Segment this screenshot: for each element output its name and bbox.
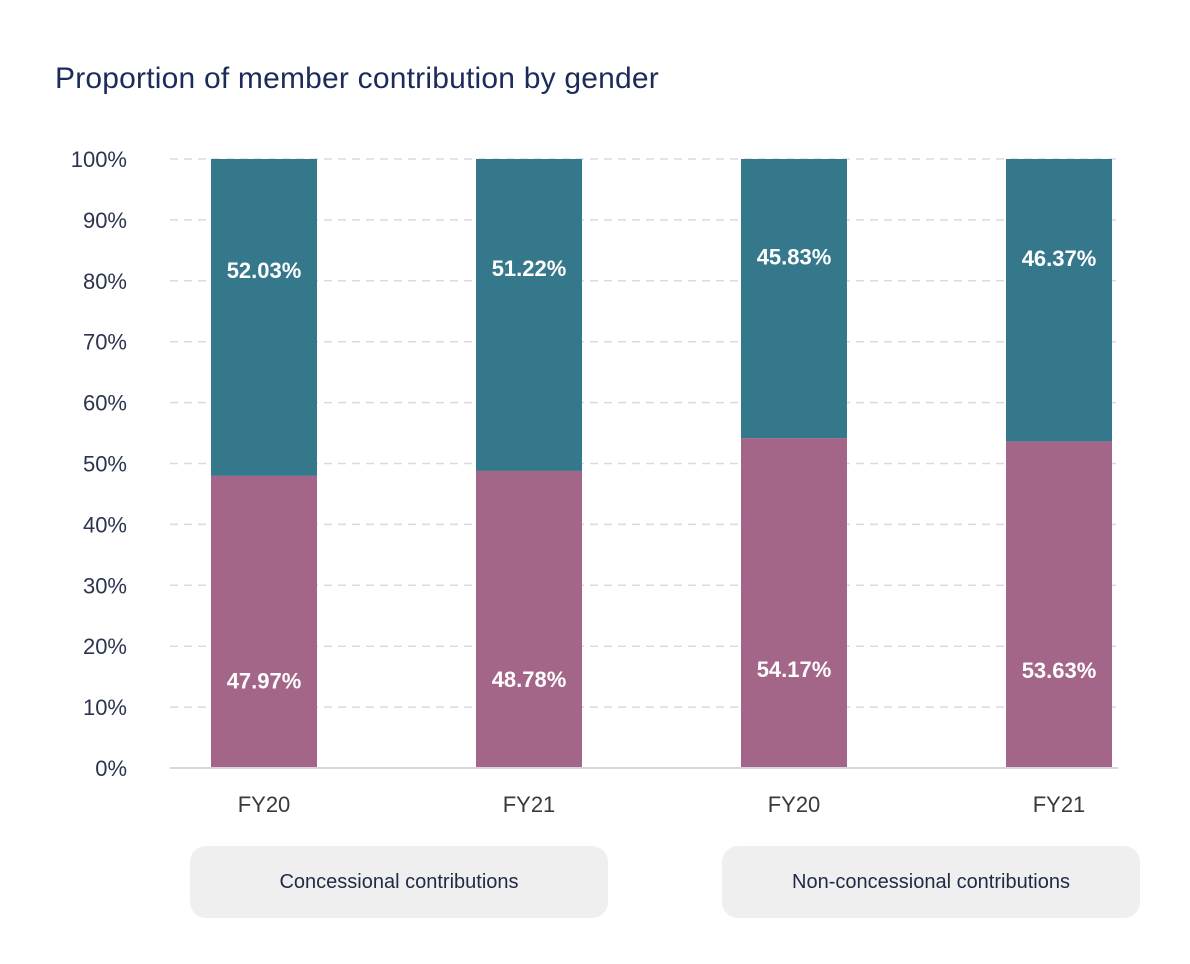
- x-tick-label: FY21: [1033, 792, 1086, 817]
- bar-segment-top: [211, 159, 317, 476]
- x-tick-label: FY20: [238, 792, 291, 817]
- y-tick-label: 10%: [83, 695, 127, 720]
- data-label: 53.63%: [1022, 658, 1097, 683]
- data-label: 48.78%: [492, 667, 567, 692]
- y-tick-label: 70%: [83, 330, 127, 355]
- bar-segment-bottom: [741, 438, 847, 768]
- y-tick-label: 30%: [83, 573, 127, 598]
- bar-segment-bottom: [211, 475, 317, 768]
- group-label-concessional: Concessional contributions: [190, 846, 608, 918]
- x-tick-label: FY21: [503, 792, 556, 817]
- bar-segment-bottom: [1006, 441, 1112, 768]
- y-tick-label: 40%: [83, 512, 127, 537]
- x-tick-label: FY20: [768, 792, 821, 817]
- y-tick-label: 50%: [83, 452, 127, 477]
- y-tick-label: 0%: [95, 756, 127, 781]
- y-tick-label: 80%: [83, 269, 127, 294]
- group-label-non-concessional: Non-concessional contributions: [722, 846, 1140, 918]
- data-label: 54.17%: [757, 657, 832, 682]
- data-label: 51.22%: [492, 256, 567, 281]
- bar-segment-bottom: [476, 470, 582, 768]
- chart-title: Proportion of member contribution by gen…: [55, 62, 659, 95]
- y-tick-label: 60%: [83, 391, 127, 416]
- y-tick-label: 90%: [83, 208, 127, 233]
- data-label: 52.03%: [227, 258, 302, 283]
- bar-segment-top: [741, 159, 847, 439]
- y-tick-label: 20%: [83, 634, 127, 659]
- data-label: 47.97%: [227, 668, 302, 693]
- bar-segment-top: [476, 159, 582, 471]
- bar-segment-top: [1006, 159, 1112, 442]
- y-tick-label: 100%: [71, 147, 127, 172]
- data-label: 45.83%: [757, 245, 832, 270]
- data-label: 46.37%: [1022, 246, 1097, 271]
